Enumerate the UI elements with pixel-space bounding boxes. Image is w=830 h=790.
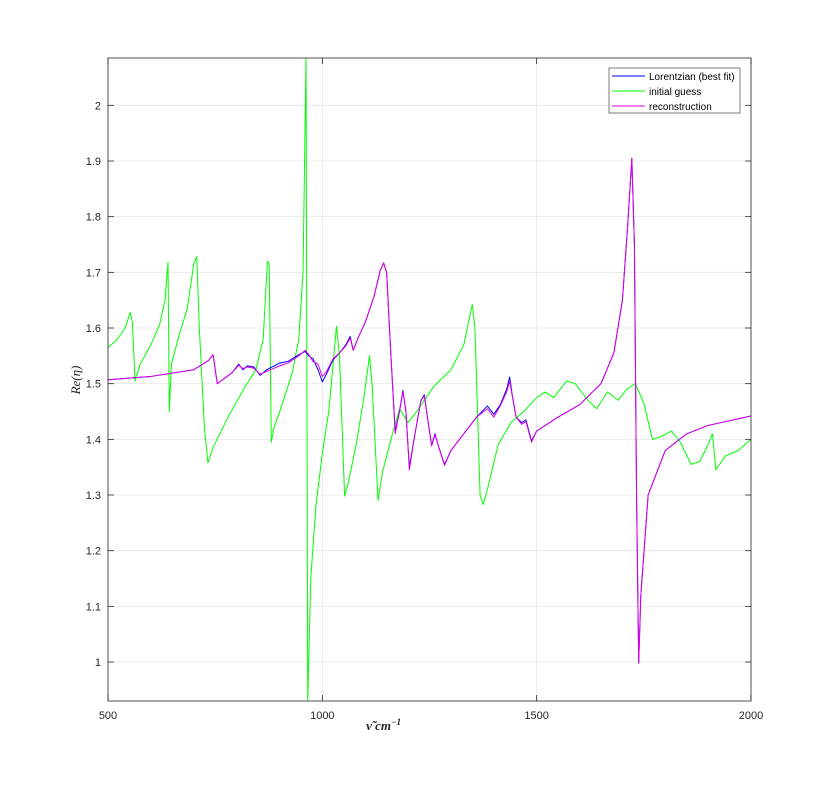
y-tick-label: 1.6 <box>86 323 101 335</box>
plot-frame <box>107 57 752 702</box>
ticks: 500 1000 1500 2000 1 1.1 1.2 1.3 1.4 1.5 1.6 1.7 1.8… <box>86 58 763 722</box>
x-tick-label: 500 <box>99 710 117 722</box>
plot-background <box>108 58 751 701</box>
legend-label-initial-guess: initial guess <box>649 87 701 98</box>
series-line-initial-guess <box>108 58 751 701</box>
legend-label-lorentzian: Lorentzian (best fit) <box>649 72 735 83</box>
series-layer <box>108 58 751 701</box>
x-tick-label: 2000 <box>739 710 763 722</box>
y-tick-label: 2 <box>95 100 101 112</box>
y-tick-label: 1.8 <box>86 212 101 224</box>
y-tick-label: 1.3 <box>86 490 101 502</box>
grid <box>107 58 752 701</box>
x-tick-label: 1000 <box>310 710 334 722</box>
x-tick-label: 1500 <box>524 710 548 722</box>
y-axis-label: Re(η) <box>68 366 83 396</box>
y-tick-label: 1.4 <box>86 434 101 446</box>
legend: Lorentzian (best fit) initial guess reco… <box>608 67 741 114</box>
y-tick-label: 1.5 <box>86 379 101 391</box>
y-tick-label: 1.9 <box>86 156 101 168</box>
y-tick-label: 1.2 <box>86 546 101 558</box>
x-axis-label-exponent: −1 <box>391 717 401 727</box>
y-tick-label: 1.1 <box>86 601 101 613</box>
series-line-reconstruction <box>108 157 751 664</box>
legend-label-reconstruction: reconstruction <box>649 102 712 113</box>
y-tick-label: 1 <box>95 657 101 669</box>
y-tick-label: 1.7 <box>86 267 101 279</box>
x-axis-label: ν̃ cm−1 <box>366 717 401 733</box>
x-axis-label-text: ν̃ cm <box>366 718 391 733</box>
